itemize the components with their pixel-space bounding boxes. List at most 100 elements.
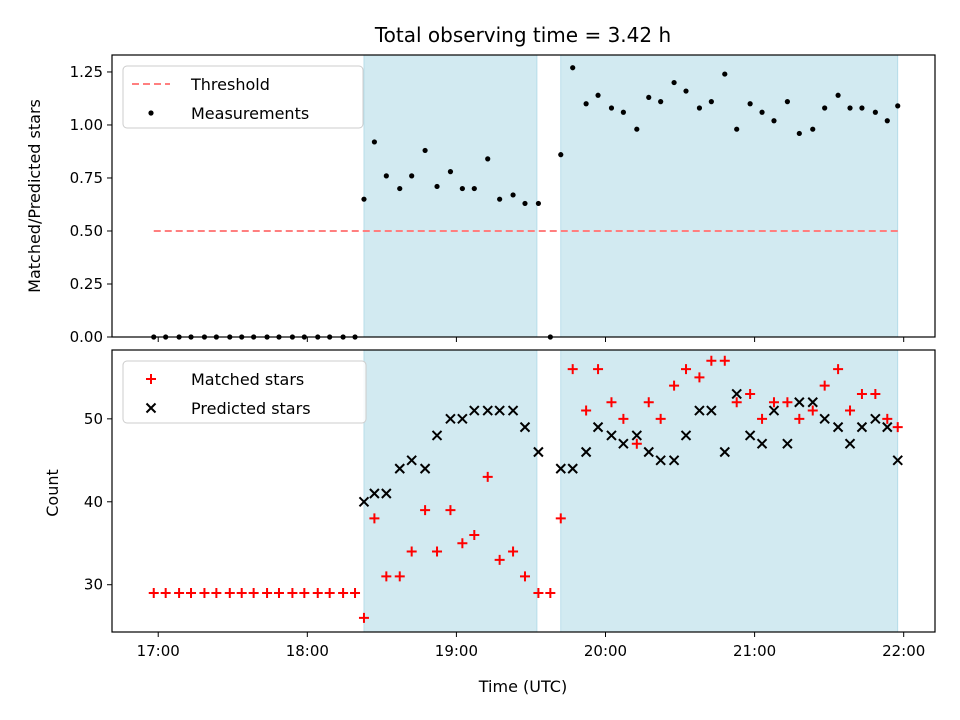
- top-y-tick-label: 0.75: [70, 169, 103, 187]
- predicted-star-point: [744, 430, 756, 441]
- top-legend-label: Measurements: [191, 104, 309, 123]
- matched-star-point: [211, 588, 222, 599]
- predicted-star-point: [369, 488, 380, 499]
- predicted-star-point: [731, 388, 742, 400]
- matched-star-point: [845, 405, 856, 416]
- matched-star-point: [482, 471, 493, 482]
- matched-star-point: [519, 571, 530, 582]
- top-measurement-point: [810, 126, 816, 132]
- predicted-star-point: [606, 430, 617, 441]
- predicted-star-point: [567, 463, 578, 474]
- matched-star-point: [262, 588, 273, 599]
- predicted-star-point: [768, 405, 780, 416]
- top-measurement-point: [583, 101, 589, 107]
- matched-star-point: [186, 588, 197, 599]
- predicted-star-point: [719, 446, 730, 458]
- top-measurement-point: [608, 105, 615, 111]
- top-measurement-point: [485, 156, 491, 162]
- matched-star-point: [533, 588, 544, 599]
- top-measurement-point: [471, 185, 477, 192]
- top-measurement-point: [796, 130, 802, 137]
- predicted-star-point: [694, 405, 705, 416]
- bottom-x-tick-label: 20:00: [584, 642, 627, 660]
- predicted-star-point: [631, 430, 643, 441]
- top-panel: 0.00 0.25 0.50 0.75 1.00 1.25 Threshold Measure…: [70, 54, 936, 346]
- top-y-tick-label: 0.00: [70, 328, 103, 346]
- top-measurement-point: [510, 192, 516, 198]
- matched-star-point: [833, 364, 844, 375]
- matched-star-point: [593, 364, 604, 375]
- top-measurement-point: [696, 105, 703, 111]
- matched-star-point: [669, 380, 680, 391]
- matched-star-point: [174, 588, 185, 599]
- matched-star-point: [757, 413, 768, 424]
- top-measurement-point: [535, 200, 542, 207]
- predicted-star-point: [870, 413, 881, 425]
- top-measurement-point: [434, 183, 440, 190]
- top-measurement-point: [361, 196, 367, 202]
- matched-star-point: [224, 588, 235, 599]
- matched-star-point: [768, 397, 779, 408]
- top-measurement-point: [459, 185, 465, 192]
- matched-star-point: [160, 588, 171, 599]
- top-y-tick-label: 0.25: [70, 275, 103, 293]
- matched-star-point: [273, 588, 284, 599]
- top-legend-label: Threshold: [190, 75, 270, 94]
- top-measurement-point: [671, 79, 677, 86]
- predicted-star-point: [680, 430, 692, 441]
- predicted-star-point: [856, 421, 868, 433]
- predicted-star-point: [580, 446, 592, 458]
- matched-star-point: [469, 529, 480, 540]
- top-measurement-point: [634, 126, 640, 132]
- top-axes-frame: [111, 54, 936, 338]
- top-measurement-point: [646, 94, 652, 101]
- predicted-star-point: [555, 463, 566, 474]
- predicted-star-point: [533, 446, 544, 458]
- top-y-tick-label: 0.50: [70, 222, 103, 240]
- predicted-star-point: [457, 413, 468, 425]
- bottom-legend-label: Matched stars: [191, 370, 304, 389]
- matched-star-point: [681, 364, 692, 375]
- matched-star-point: [819, 380, 830, 391]
- top-y-tick-label: 1.00: [70, 116, 103, 134]
- bottom-y-tick-label: 50: [84, 410, 103, 428]
- predicted-star-point: [592, 421, 604, 433]
- bottom-y-tick-label: 30: [84, 576, 103, 594]
- bottom-y-tick-label: 40: [84, 493, 103, 511]
- matched-star-point: [338, 588, 349, 599]
- top-measurement-point: [734, 126, 740, 132]
- bottom-axes-frame: [111, 349, 936, 633]
- predicted-star-point: [469, 405, 480, 416]
- bottom-x-tick-label: 22:00: [882, 642, 925, 660]
- predicted-star-point: [844, 438, 856, 449]
- matched-star-point: [794, 413, 805, 424]
- matched-star-point: [236, 588, 247, 599]
- matched-star-point: [631, 438, 642, 449]
- matched-star-point: [312, 588, 323, 599]
- top-measurement-point: [371, 139, 378, 145]
- matched-star-point: [350, 588, 361, 599]
- top-measurement-point: [822, 105, 828, 111]
- matched-star-point: [581, 405, 592, 416]
- top-measurement-point: [771, 118, 777, 124]
- matched-star-point: [782, 397, 793, 408]
- predicted-star-point: [832, 421, 844, 433]
- legend-predicted-swatch: [145, 402, 157, 414]
- predicted-star-point: [807, 397, 818, 408]
- predicted-star-point: [519, 421, 531, 433]
- matched-star-point: [807, 405, 818, 416]
- bottom-y-axis-label: Count: [43, 469, 62, 517]
- top-measurement-point: [383, 173, 389, 179]
- top-measurement-point: [708, 99, 714, 105]
- bottom-legend: [122, 360, 367, 424]
- top-measurement-point: [409, 173, 415, 179]
- bottom-x-tick-label: 17:00: [137, 642, 180, 660]
- predicted-star-point: [655, 455, 666, 466]
- bottom-x-tick-label: 18:00: [286, 642, 329, 660]
- x-axis-label: Time (UTC): [478, 677, 567, 696]
- matched-star-point: [694, 372, 705, 383]
- top-shaded-interval: [363, 54, 538, 338]
- matched-star-point: [655, 413, 666, 424]
- matched-star-point: [567, 364, 578, 375]
